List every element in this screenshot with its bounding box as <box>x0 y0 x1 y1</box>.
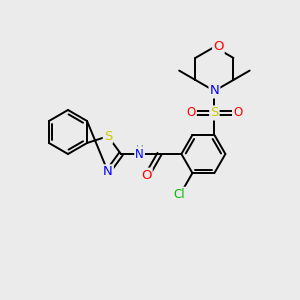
Text: S: S <box>104 130 112 143</box>
Text: O: O <box>213 40 224 53</box>
Text: Cl: Cl <box>174 188 185 201</box>
Text: N: N <box>103 165 113 178</box>
Text: N: N <box>135 148 144 160</box>
Text: O: O <box>187 106 196 119</box>
Text: H: H <box>136 145 143 155</box>
Text: O: O <box>233 106 242 119</box>
Text: N: N <box>209 84 219 98</box>
Text: O: O <box>141 169 152 182</box>
Text: S: S <box>210 106 219 119</box>
